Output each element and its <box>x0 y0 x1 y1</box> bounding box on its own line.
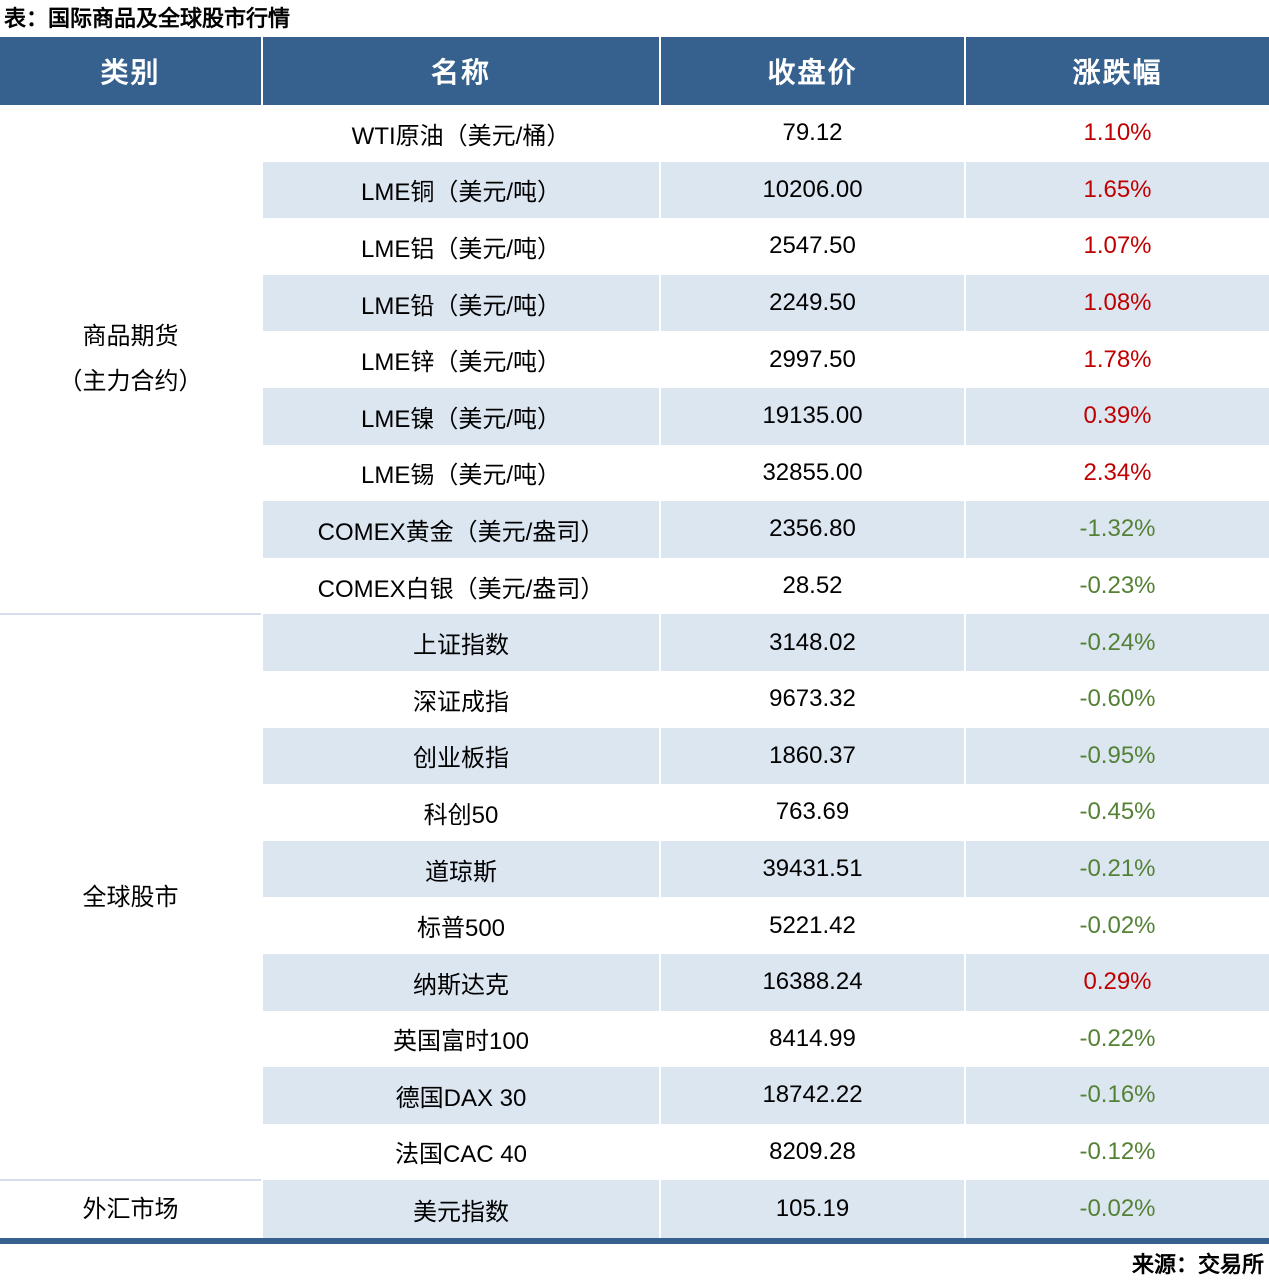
table-header: 类别 名称 收盘价 涨跌幅 <box>0 37 1269 105</box>
change-percent: 1.07% <box>965 218 1269 275</box>
instrument-name: 美元指数 <box>262 1180 661 1241</box>
instrument-name: 上证指数 <box>262 614 661 671</box>
table-row: 标普500 5221.42 -0.02% <box>0 897 1269 954</box>
instrument-name: COMEX黄金（美元/盎司） <box>262 501 661 558</box>
table-row: COMEX白银（美元/盎司） 28.52 -0.23% <box>0 557 1269 615</box>
instrument-name: WTI原油（美元/桶） <box>262 105 661 162</box>
table-row: LME镍（美元/吨） 19135.00 0.39% <box>0 387 1269 445</box>
instrument-name: 法国CAC 40 <box>262 1123 661 1181</box>
instrument-name: LME铜（美元/吨） <box>262 161 661 219</box>
header-row: 类别 名称 收盘价 涨跌幅 <box>0 37 1269 105</box>
change-percent: -0.12% <box>965 1123 1269 1181</box>
table-row: 法国CAC 40 8209.28 -0.12% <box>0 1123 1269 1181</box>
table-row: 科创50 763.69 -0.45% <box>0 784 1269 841</box>
change-percent: -0.21% <box>965 840 1269 898</box>
close-price: 2249.50 <box>660 274 966 332</box>
close-price: 10206.00 <box>660 161 966 219</box>
close-price: 16388.24 <box>660 953 966 1011</box>
table-row: 德国DAX 30 18742.22 -0.16% <box>0 1067 1269 1124</box>
close-price: 5221.42 <box>660 897 966 954</box>
source-note: 来源：交易所 <box>1131 1251 1264 1277</box>
table-row: LME铅（美元/吨） 2249.50 1.08% <box>0 274 1269 332</box>
change-percent: 2.34% <box>965 444 1269 502</box>
instrument-name: LME镍（美元/吨） <box>262 387 661 445</box>
change-percent: -0.16% <box>965 1067 1269 1124</box>
instrument-name: 深证成指 <box>262 670 661 728</box>
change-percent: -0.24% <box>965 614 1269 671</box>
close-price: 9673.32 <box>660 670 966 728</box>
change-percent: 1.08% <box>965 274 1269 332</box>
table-body: 商品期货 （主力合约） WTI原油（美元/桶） 79.12 1.10% LME铜（美元/… <box>0 105 1269 1241</box>
close-price: 2997.50 <box>660 331 966 388</box>
close-price: 39431.51 <box>660 840 966 898</box>
close-price: 2356.80 <box>660 501 966 558</box>
category-cell: 商品期货 （主力合约） <box>0 105 263 615</box>
instrument-name: LME锡（美元/吨） <box>262 444 661 502</box>
instrument-name: 创业板指 <box>262 727 661 785</box>
change-percent: -0.60% <box>965 670 1269 728</box>
change-percent: -0.02% <box>965 1180 1269 1241</box>
col-header-category: 类别 <box>0 37 263 105</box>
table-row: LME锡（美元/吨） 32855.00 2.34% <box>0 444 1269 502</box>
table-row: LME锌（美元/吨） 2997.50 1.78% <box>0 331 1269 388</box>
close-price: 105.19 <box>660 1180 966 1241</box>
table-row: 商品期货 （主力合约） WTI原油（美元/桶） 79.12 1.10% <box>0 105 1269 615</box>
close-price: 763.69 <box>660 784 966 841</box>
instrument-name: 道琼斯 <box>262 840 661 898</box>
change-percent: 0.39% <box>965 387 1269 445</box>
change-percent: -0.22% <box>965 1010 1269 1068</box>
table-row: 外汇市场 美元指数 105.19 -0.02% <box>0 1179 1269 1241</box>
change-percent: 1.65% <box>965 161 1269 219</box>
instrument-name: 英国富时100 <box>262 1010 661 1068</box>
page-title: 表：国际商品及全球股市行情 <box>4 6 291 31</box>
change-percent: 1.78% <box>965 331 1269 388</box>
category-cell: 全球股市 <box>0 613 263 1181</box>
close-price: 18742.22 <box>660 1067 966 1124</box>
close-price: 3148.02 <box>660 614 966 671</box>
close-price: 19135.00 <box>660 387 966 445</box>
close-price: 2547.50 <box>660 218 966 275</box>
instrument-name: 标普500 <box>262 897 661 954</box>
instrument-name: 纳斯达克 <box>262 953 661 1011</box>
table-row: 英国富时100 8414.99 -0.22% <box>0 1010 1269 1068</box>
table-row: 道琼斯 39431.51 -0.21% <box>0 840 1269 898</box>
instrument-name: LME锌（美元/吨） <box>262 331 661 388</box>
close-price: 32855.00 <box>660 444 966 502</box>
change-percent: 0.29% <box>965 953 1269 1011</box>
close-price: 8209.28 <box>660 1123 966 1181</box>
instrument-name: 德国DAX 30 <box>262 1067 661 1124</box>
table-row: LME铜（美元/吨） 10206.00 1.65% <box>0 161 1269 219</box>
instrument-name: LME铝（美元/吨） <box>262 218 661 275</box>
change-percent: 1.10% <box>965 105 1269 162</box>
col-header-name: 名称 <box>262 37 661 105</box>
col-header-change: 涨跌幅 <box>965 37 1269 105</box>
change-percent: -1.32% <box>965 501 1269 558</box>
table-row: 深证成指 9673.32 -0.60% <box>0 670 1269 728</box>
change-percent: -0.45% <box>965 784 1269 841</box>
close-price: 1860.37 <box>660 727 966 785</box>
close-price: 28.52 <box>660 557 966 615</box>
instrument-name: 科创50 <box>262 784 661 841</box>
table-row: 全球股市 上证指数 3148.02 -0.24% <box>0 613 1269 1181</box>
instrument-name: COMEX白银（美元/盎司） <box>262 557 661 615</box>
change-percent: -0.23% <box>965 557 1269 615</box>
table-row: LME铝（美元/吨） 2547.50 1.07% <box>0 218 1269 275</box>
instrument-name: LME铅（美元/吨） <box>262 274 661 332</box>
change-percent: -0.02% <box>965 897 1269 954</box>
table-row: COMEX黄金（美元/盎司） 2356.80 -1.32% <box>0 501 1269 558</box>
change-percent: -0.95% <box>965 727 1269 785</box>
table-row: 纳斯达克 16388.24 0.29% <box>0 953 1269 1011</box>
category-cell: 外汇市场 <box>0 1179 263 1241</box>
close-price: 8414.99 <box>660 1010 966 1068</box>
table-row: 创业板指 1860.37 -0.95% <box>0 727 1269 785</box>
market-table: 类别 名称 收盘价 涨跌幅 商品期货 （主力合约） WTI原油（美元/桶） 79.1… <box>0 37 1269 1244</box>
col-header-close: 收盘价 <box>660 37 966 105</box>
close-price: 79.12 <box>660 105 966 162</box>
